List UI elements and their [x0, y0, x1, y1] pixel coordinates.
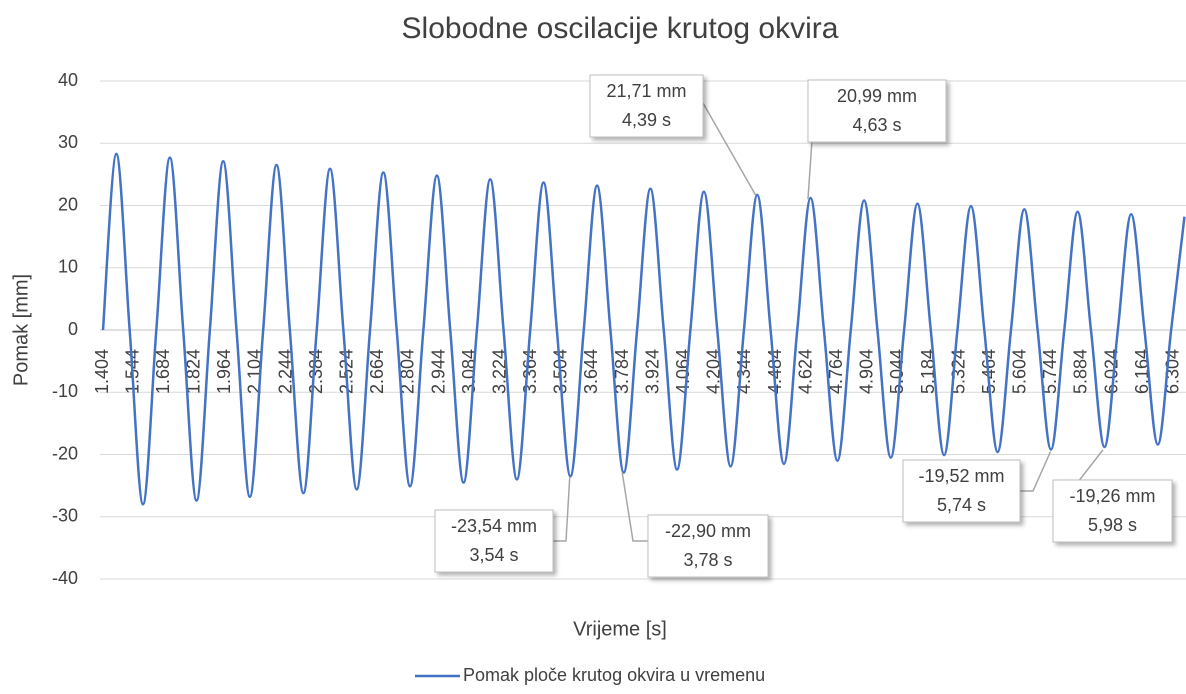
x-tick-label: 3.784	[612, 349, 632, 394]
x-tick-label: 1.684	[153, 349, 173, 394]
leader-line	[553, 476, 571, 542]
leader-line	[621, 472, 648, 542]
x-tick-label: 2.244	[275, 349, 295, 394]
x-tick-label: 3.364	[520, 349, 540, 394]
x-tick-label: 5.744	[1040, 349, 1060, 394]
data-line	[101, 152, 1186, 506]
x-tick-label: 5.044	[887, 349, 907, 394]
annotation-text: -19,52 mm	[918, 466, 1004, 486]
x-tick-label: 2.384	[306, 349, 326, 394]
annotation-box	[434, 509, 554, 573]
annotation-box	[647, 514, 769, 578]
annotation-text: 20,99 mm	[837, 86, 917, 106]
x-tick-label: 2.804	[398, 349, 418, 394]
annotation-box	[1052, 479, 1173, 543]
annotation-text: -23,54 mm	[451, 516, 537, 536]
annotation-text: 3,54 s	[469, 545, 518, 565]
annotation-text: 4,63 s	[852, 115, 901, 135]
annotation-box	[902, 459, 1021, 523]
y-tick-label: 0	[68, 319, 78, 339]
y-tick-label: -40	[52, 568, 78, 588]
annotation-text: -19,26 mm	[1069, 486, 1155, 506]
x-tick-label: 5.884	[1071, 349, 1091, 394]
leader-line	[702, 102, 757, 196]
annotation-text: 4,39 s	[622, 110, 671, 130]
annotation-box	[807, 79, 947, 143]
chart-title: Slobodne oscilacije krutog okvira	[402, 12, 839, 45]
annotation-text: 5,98 s	[1088, 515, 1137, 535]
x-tick-label: 4.064	[673, 349, 693, 394]
x-axis-label: Vrijeme [s]	[573, 618, 667, 640]
x-tick-label: 3.224	[489, 349, 509, 394]
x-tick-label: 6.024	[1101, 349, 1121, 394]
leader-line	[1020, 451, 1052, 492]
x-tick-label: 1.824	[184, 349, 204, 394]
annotation-text: 21,71 mm	[606, 81, 686, 101]
y-tick-label: -10	[52, 381, 78, 401]
x-tick-label: 4.624	[795, 349, 815, 394]
x-tick-label: 3.924	[642, 349, 662, 394]
annotation-box	[589, 74, 704, 138]
annotation-text: 5,74 s	[937, 495, 986, 515]
y-tick-label: 30	[58, 132, 78, 152]
x-tick-label: 1.404	[92, 349, 112, 394]
x-tick-label: 4.344	[734, 349, 754, 394]
y-tick-label: -30	[52, 506, 78, 526]
y-tick-label: -20	[52, 443, 78, 463]
legend-label: Pomak ploče krutog okvira u vremenu	[463, 665, 765, 685]
y-axis-label: Pomak [mm]	[10, 274, 32, 386]
y-tick-label: 40	[58, 70, 78, 90]
y-tick-label: 20	[58, 194, 78, 214]
x-tick-label: 5.604	[1010, 349, 1030, 394]
annotation-text: -22,90 mm	[665, 521, 751, 541]
x-tick-label: 4.904	[857, 349, 877, 394]
x-tick-label: 3.644	[581, 349, 601, 394]
x-tick-label: 2.944	[428, 349, 448, 394]
y-tick-label: 10	[58, 257, 78, 277]
x-tick-label: 4.764	[826, 349, 846, 394]
x-tick-label: 2.664	[367, 349, 387, 394]
annotation-text: 3,78 s	[683, 550, 732, 570]
x-tick-label: 1.964	[214, 349, 234, 394]
